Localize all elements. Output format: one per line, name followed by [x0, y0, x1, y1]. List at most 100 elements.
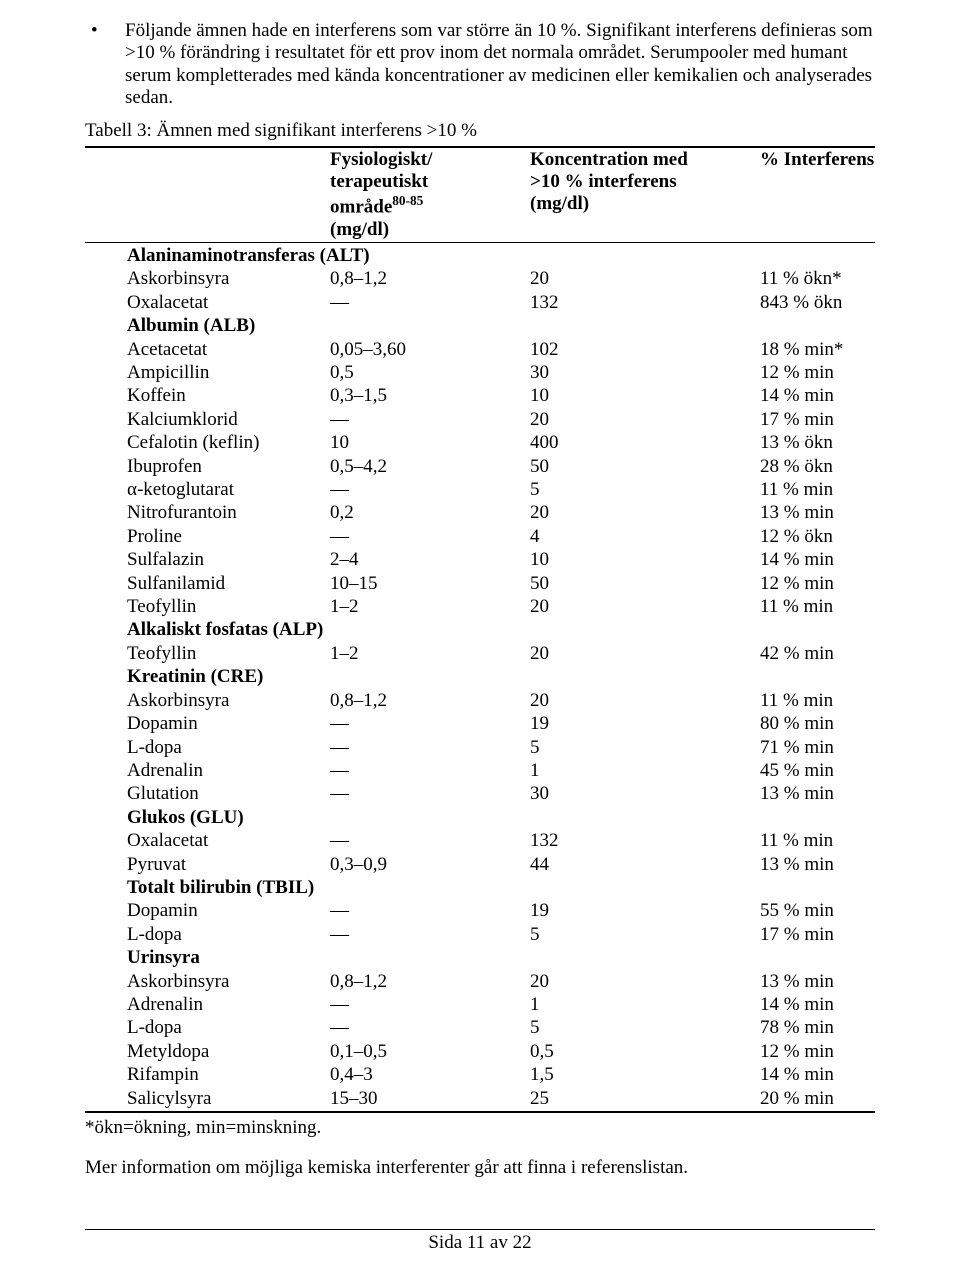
footer-rule [85, 1229, 875, 1230]
cell-name: Adrenalin [85, 759, 330, 782]
table-row: Dopamin—1980 % min [85, 713, 875, 736]
cell-int: 11 % min [760, 689, 875, 712]
cell-conc: 20 [530, 268, 760, 291]
cell-conc: 50 [530, 572, 760, 595]
cell-conc: 132 [530, 291, 760, 314]
table-row: Askorbinsyra0,8–1,22013 % min [85, 970, 875, 993]
cell-phys: 10–15 [330, 572, 530, 595]
cell-name: Oxalacetat [85, 291, 330, 314]
cell-conc: 19 [530, 900, 760, 923]
table-row: Dopamin—1955 % min [85, 900, 875, 923]
cell-phys: 0,5–4,2 [330, 455, 530, 478]
section-header: Alaninaminotransferas (ALT) [85, 243, 875, 268]
table-row: Glutation—3013 % min [85, 783, 875, 806]
table-row: Rifampin0,4–31,514 % min [85, 1064, 875, 1087]
table-row: Pyruvat0,3–0,94413 % min [85, 853, 875, 876]
cell-conc: 4 [530, 525, 760, 548]
cell-phys: 1–2 [330, 642, 530, 665]
cell-int: 13 % min [760, 783, 875, 806]
cell-int: 78 % min [760, 1017, 875, 1040]
cell-int: 11 % min [760, 596, 875, 619]
header-conc: Koncentration med >10 % interferens (mg/… [530, 148, 760, 242]
table-row: Teofyllin1–22042 % min [85, 642, 875, 665]
header-phys: Fysiologiskt/ terapeutiskt område80-85 (… [330, 148, 530, 242]
cell-name: Pyruvat [85, 853, 330, 876]
cell-int: 843 % ökn [760, 291, 875, 314]
cell-conc: 1 [530, 759, 760, 782]
cell-phys: 2–4 [330, 549, 530, 572]
cell-name: Askorbinsyra [85, 689, 330, 712]
cell-name: L-dopa [85, 923, 330, 946]
cell-name: Sulfanilamid [85, 572, 330, 595]
cell-int: 80 % min [760, 713, 875, 736]
bullet-icon: • [85, 20, 125, 42]
cell-phys: 0,3–1,5 [330, 385, 530, 408]
cell-name: Cefalotin (keflin) [85, 432, 330, 455]
cell-phys: 0,1–0,5 [330, 1040, 530, 1063]
table-row: Cefalotin (keflin)1040013 % ökn [85, 432, 875, 455]
cell-phys: 0,3–0,9 [330, 853, 530, 876]
table-row: Ampicillin0,53012 % min [85, 362, 875, 385]
cell-int: 14 % min [760, 549, 875, 572]
table-row: α-ketoglutarat—511 % min [85, 479, 875, 502]
section-header: Kreatinin (CRE) [85, 666, 875, 689]
cell-name: L-dopa [85, 1017, 330, 1040]
cell-phys: 0,8–1,2 [330, 689, 530, 712]
cell-conc: 20 [530, 408, 760, 431]
cell-conc: 10 [530, 385, 760, 408]
section-header: Urinsyra [85, 947, 875, 970]
cell-phys: — [330, 830, 530, 853]
cell-name: Proline [85, 525, 330, 548]
cell-int: 13 % min [760, 502, 875, 525]
cell-name: Teofyllin [85, 642, 330, 665]
cell-conc: 25 [530, 1087, 760, 1110]
cell-int: 20 % min [760, 1087, 875, 1110]
cell-name: Askorbinsyra [85, 970, 330, 993]
cell-phys: — [330, 479, 530, 502]
cell-phys: 0,8–1,2 [330, 268, 530, 291]
cell-conc: 20 [530, 970, 760, 993]
cell-phys: — [330, 291, 530, 314]
cell-conc: 1,5 [530, 1064, 760, 1087]
cell-conc: 400 [530, 432, 760, 455]
cell-name: Teofyllin [85, 596, 330, 619]
cell-phys: — [330, 759, 530, 782]
table-row: Askorbinsyra0,8–1,22011 % ökn* [85, 268, 875, 291]
table-row: Metyldopa0,1–0,50,512 % min [85, 1040, 875, 1063]
section-header: Glukos (GLU) [85, 806, 875, 829]
table-bottom-rule [85, 1111, 875, 1113]
cell-phys: — [330, 993, 530, 1016]
cell-conc: 1 [530, 993, 760, 1016]
cell-int: 14 % min [760, 993, 875, 1016]
table-row: L-dopa—517 % min [85, 923, 875, 946]
cell-name: α-ketoglutarat [85, 479, 330, 502]
cell-phys: 0,4–3 [330, 1064, 530, 1087]
cell-conc: 0,5 [530, 1040, 760, 1063]
cell-conc: 20 [530, 596, 760, 619]
cell-conc: 30 [530, 362, 760, 385]
cell-conc: 30 [530, 783, 760, 806]
cell-int: 12 % ökn [760, 525, 875, 548]
cell-int: 71 % min [760, 736, 875, 759]
cell-phys: 0,5 [330, 362, 530, 385]
intro-paragraph: • Följande ämnen hade en interferens som… [85, 20, 875, 110]
cell-name: L-dopa [85, 736, 330, 759]
section-header: Totalt bilirubin (TBIL) [85, 876, 875, 899]
cell-name: Dopamin [85, 900, 330, 923]
cell-conc: 10 [530, 549, 760, 572]
cell-int: 17 % min [760, 408, 875, 431]
cell-int: 42 % min [760, 642, 875, 665]
table-title: Tabell 3: Ämnen med signifikant interfer… [85, 120, 875, 142]
cell-conc: 50 [530, 455, 760, 478]
cell-conc: 132 [530, 830, 760, 853]
cell-name: Oxalacetat [85, 830, 330, 853]
cell-conc: 5 [530, 479, 760, 502]
cell-int: 13 % min [760, 970, 875, 993]
cell-conc: 20 [530, 502, 760, 525]
cell-conc: 5 [530, 736, 760, 759]
cell-conc: 20 [530, 689, 760, 712]
after-table-text: Mer information om möjliga kemiska inter… [85, 1157, 875, 1179]
table-row: Acetacetat0,05–3,6010218 % min* [85, 338, 875, 361]
cell-phys: — [330, 713, 530, 736]
table-row: Kalciumklorid—2017 % min [85, 408, 875, 431]
